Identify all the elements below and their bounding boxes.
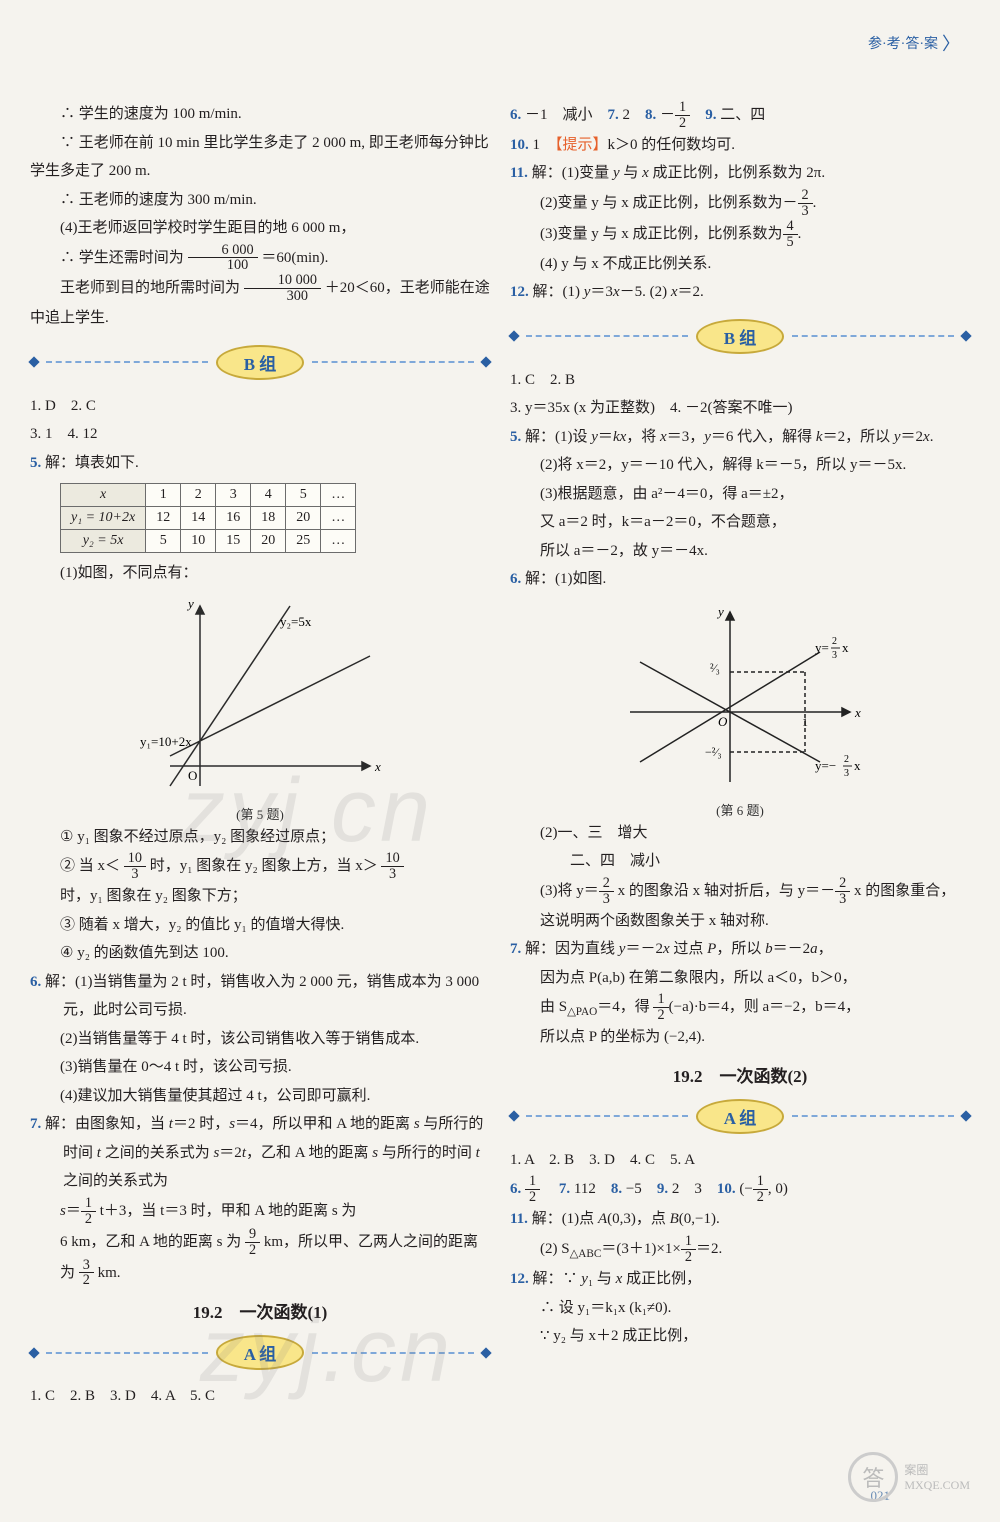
para: (1)如图，不同点有： <box>60 559 490 588</box>
section-title: 19.2 一次函数(2) <box>510 1062 970 1087</box>
svg-text:y₁=10+2x: y₁=10+2x <box>140 734 192 749</box>
svg-text:y₂=5x: y₂=5x <box>280 614 312 629</box>
badge-label: B 组 <box>696 319 785 354</box>
para: (2)变量 y 与 x 成正比例，比例系数为－23. <box>540 188 970 219</box>
section-title: 19.2 一次函数(1) <box>30 1298 490 1323</box>
graph-q5: y₂=5x y₁=10+2x O x y <box>130 596 390 796</box>
right-column: 6. －1 减小 7. 2 8. －12 9. 二、四 10. 1 【提示】k＞… <box>510 100 970 1411</box>
answer-line: 1. A 2. B 3. D 4. C 5. A <box>510 1146 970 1175</box>
group-a-badge: A 组 <box>30 1335 490 1370</box>
answer-line: 6. 12 7. 112 8. −5 9. 2 3 10. (−12, 0) <box>510 1174 970 1205</box>
para: (4) y 与 x 不成正比例关系. <box>540 250 970 279</box>
para: (3)根据题意，由 a²－4＝0，得 a＝±2， <box>540 480 970 509</box>
para: ② 当 x＜ 103 时，y₁ 图象在 y₂ 图象上方，当 x＞ 103 <box>60 851 490 882</box>
svg-text:x: x <box>854 758 861 773</box>
answer-line: 6. －1 减小 7. 2 8. －12 9. 二、四 <box>510 100 970 131</box>
svg-text:2: 2 <box>832 636 837 647</box>
para: ∴ 设 y₁＝k₁x (k₁≠0). <box>540 1294 970 1323</box>
group-b-badge: B 组 <box>30 345 490 380</box>
para: ∵ 王老师在前 10 min 里比学生多走了 2 000 m, 即王老师每分钟比… <box>30 129 490 186</box>
chevron-right-icon: 〉 <box>942 30 960 56</box>
answer-line: 1. C 2. B 3. D 4. A 5. C <box>30 1382 490 1411</box>
para: (4)王老师返回学校时学生距目的地 6 000 m， <box>30 214 490 243</box>
svg-text:y=: y= <box>815 640 829 655</box>
para: 二、四 减小 <box>540 847 970 876</box>
fraction: 10 000300 <box>244 273 321 304</box>
svg-text:x: x <box>374 759 381 774</box>
q7r: 7. 解：因为直线 y＝－2x 过点 P，所以 b＝－2a， <box>510 935 970 964</box>
para: ④ y₂ 的函数值先到达 100. <box>60 939 490 968</box>
answer-line: 3. 1 4. 12 <box>30 420 490 449</box>
para: (3)变量 y 与 x 成正比例，比例系数为45. <box>540 219 970 250</box>
svg-text:O: O <box>718 714 728 729</box>
para: (3)将 y＝23 x 的图象沿 x 轴对折后，与 y＝－23 x 的图象重合，… <box>540 876 970 935</box>
svg-text:2: 2 <box>844 754 849 765</box>
graph-caption: (第 6 题) <box>510 800 970 819</box>
badge-label: A 组 <box>696 1099 785 1134</box>
data-table: x 1 2 3 4 5 … y₁ = 10+2x 12 14 16 18 20 … <box>60 483 356 553</box>
header-breadcrumb: 参·考·答·案 〉 <box>868 30 960 56</box>
para: (2)当销售量等于 4 t 时，该公司销售收入等于销售成本. <box>60 1025 490 1054</box>
para: ① y₁ 图象不经过原点，y₂ 图象经过原点； <box>60 823 490 852</box>
para: 因为点 P(a,b) 在第二象限内，所以 a＜0，b＞0， <box>540 964 970 993</box>
badge-label: B 组 <box>216 345 305 380</box>
fraction: 6 000100 <box>188 243 258 274</box>
q6r: 6. 解：(1)如图. <box>510 565 970 594</box>
answer-line: 3. y＝35x (x 为正整数) 4. －2(答案不唯一) <box>510 394 970 423</box>
q5-intro: 5. 5. 解：填表如下.解：填表如下. <box>30 449 490 478</box>
svg-text:x: x <box>842 640 849 655</box>
answer-line: 1. D 2. C <box>30 392 490 421</box>
para: 6 km，乙和 A 地的距离 s 为 92 km，所以甲、乙两人之间的距离为 3… <box>60 1227 490 1289</box>
q5r: 5. 解：(1)设 y＝kx，将 x＝3，y＝6 代入，解得 k＝2，所以 y＝… <box>510 423 970 452</box>
badge-label: A 组 <box>216 1335 305 1370</box>
svg-text:3: 3 <box>844 768 849 779</box>
para: 由 S△PAO＝4，得 12(−a)·b＝4，则 a＝−2，b＝4， <box>540 992 970 1023</box>
group-a-badge: A 组 <box>510 1099 970 1134</box>
para: (4)建议加大销售量使其超过 4 t，公司即可赢利. <box>60 1082 490 1111</box>
para: (2) S△ABC＝(3＋1)×1×12＝2. <box>540 1234 970 1265</box>
q11r: 11. 解：(1)点 A(0,3)，点 B(0,−1). <box>510 1205 970 1234</box>
answer-line: 10. 1 【提示】k＞0 的任何数均可. <box>510 131 970 160</box>
para: (2)一、三 增大 <box>540 819 970 848</box>
para: (3)销售量在 0～4 t 时，该公司亏损. <box>60 1053 490 1082</box>
para: 王老师到目的地所需时间为 10 000300 ＋20＜60，王老师能在途中追上学… <box>30 273 490 332</box>
para: ∵ y₂ 与 x＋2 成正比例， <box>540 1322 970 1351</box>
para: 所以 a＝－2，故 y＝－4x. <box>540 537 970 566</box>
para: ③ 随着 x 增大，y₂ 的值比 y₁ 的值增大得快. <box>60 911 490 940</box>
group-b-badge: B 组 <box>510 319 970 354</box>
svg-text:3: 3 <box>832 650 837 661</box>
header-label: 参·考·答·案 <box>868 33 938 53</box>
q6: 6. 6. 解：(1)当销售量为 2 t 时，销售收入为 2 000 元，销售成… <box>30 968 490 1025</box>
logo-circle: 答 <box>848 1452 898 1502</box>
q11: 11. 解：(1)变量 y 与 x 成正比例，比例系数为 2π. <box>510 159 970 188</box>
para: 所以点 P 的坐标为 (−2,4). <box>540 1023 970 1052</box>
para: 又 a＝2 时，k＝a－2＝0，不合题意， <box>540 508 970 537</box>
left-column: ∴ 学生的速度为 100 m/min. ∵ 王老师在前 10 min 里比学生多… <box>30 100 490 1411</box>
svg-text:x: x <box>854 705 861 720</box>
para: ∴ 王老师的速度为 300 m/min. <box>30 186 490 215</box>
para: (2)将 x＝2，y＝－10 代入，解得 k＝－5，所以 y＝－5x. <box>540 451 970 480</box>
svg-text:y: y <box>716 604 724 619</box>
q12: 12. 解：(1) y＝3x－5. (2) x＝2. <box>510 278 970 307</box>
para: ∴ 学生还需时间为 6 000100 ＝60(min). <box>30 243 490 274</box>
svg-text:1: 1 <box>802 715 808 729</box>
svg-text:y=−: y=− <box>815 758 836 773</box>
svg-text:O: O <box>188 768 197 783</box>
q7: 7. 7. 解：由图象知，当 t＝2 时，s＝4，所以甲和 A 地的距离 s 与… <box>30 1110 490 1196</box>
para: 时，y₁ 图象在 y₂ 图象下方； <box>60 882 490 911</box>
page-content: ∴ 学生的速度为 100 m/min. ∵ 王老师在前 10 min 里比学生多… <box>0 0 1000 1421</box>
graph-q6: y= 2 3 x y=− 2 3 x ²⁄₃ −²⁄₃ 1 O x y <box>610 602 870 792</box>
q12r: 12. 解：∵ y₁ 与 x 成正比例， <box>510 1265 970 1294</box>
svg-text:−²⁄₃: −²⁄₃ <box>705 745 722 759</box>
para: s＝12 t＋3，当 t＝3 时，甲和 A 地的距离 s 为 <box>60 1196 490 1227</box>
graph-caption: (第 5 题) <box>30 804 490 823</box>
svg-text:²⁄₃: ²⁄₃ <box>710 661 720 675</box>
para: ∴ 学生的速度为 100 m/min. <box>30 100 490 129</box>
footer-logo: 答 案圈 MXQE.COM <box>848 1452 970 1502</box>
answer-line: 1. C 2. B <box>510 366 970 395</box>
svg-text:y: y <box>186 596 194 611</box>
